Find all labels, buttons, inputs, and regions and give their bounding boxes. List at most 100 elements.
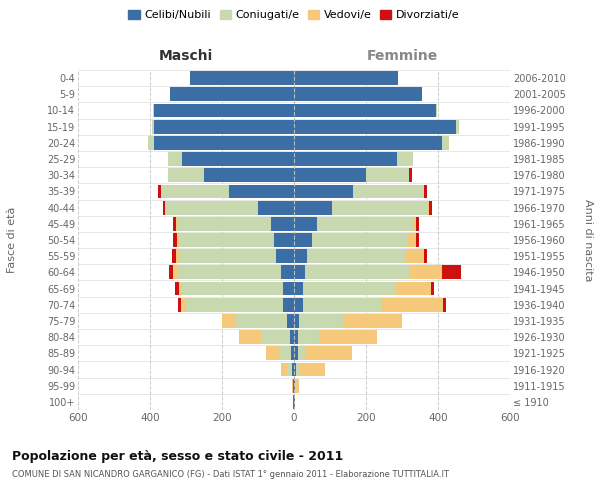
- Bar: [443, 298, 446, 312]
- Bar: [424, 250, 427, 263]
- Bar: [413, 217, 416, 230]
- Bar: [294, 250, 307, 263]
- Bar: [409, 168, 412, 182]
- Bar: [166, 200, 258, 214]
- Bar: [170, 88, 294, 101]
- Bar: [161, 184, 229, 198]
- Bar: [366, 168, 409, 182]
- Bar: [429, 200, 432, 214]
- Bar: [305, 266, 409, 280]
- Bar: [291, 346, 294, 360]
- Text: Maschi: Maschi: [159, 49, 213, 63]
- Bar: [274, 233, 294, 247]
- Bar: [158, 184, 161, 198]
- Bar: [353, 184, 424, 198]
- Text: Anni di nascita: Anni di nascita: [583, 198, 593, 281]
- Bar: [298, 330, 319, 344]
- Bar: [294, 104, 436, 118]
- Bar: [283, 298, 294, 312]
- Bar: [173, 233, 177, 247]
- Bar: [258, 200, 294, 214]
- Bar: [409, 266, 442, 280]
- Bar: [294, 168, 366, 182]
- Bar: [177, 233, 179, 247]
- Bar: [294, 88, 422, 101]
- Bar: [154, 104, 294, 118]
- Bar: [176, 217, 177, 230]
- Bar: [173, 266, 177, 280]
- Bar: [280, 346, 291, 360]
- Bar: [303, 298, 382, 312]
- Bar: [397, 152, 413, 166]
- Bar: [281, 266, 294, 280]
- Bar: [431, 282, 434, 296]
- Bar: [222, 314, 236, 328]
- Bar: [294, 314, 299, 328]
- Bar: [416, 233, 419, 247]
- Bar: [294, 184, 353, 198]
- Bar: [317, 217, 413, 230]
- Bar: [175, 282, 179, 296]
- Bar: [148, 136, 154, 149]
- Bar: [153, 104, 154, 118]
- Bar: [294, 395, 295, 409]
- Bar: [293, 379, 294, 392]
- Bar: [407, 233, 416, 247]
- Bar: [179, 282, 182, 296]
- Bar: [332, 200, 427, 214]
- Bar: [406, 250, 424, 263]
- Bar: [292, 362, 294, 376]
- Bar: [182, 282, 283, 296]
- Bar: [293, 395, 294, 409]
- Bar: [307, 250, 406, 263]
- Bar: [303, 282, 395, 296]
- Bar: [296, 379, 299, 392]
- Bar: [229, 184, 294, 198]
- Bar: [172, 250, 176, 263]
- Bar: [382, 298, 443, 312]
- Bar: [436, 104, 437, 118]
- Legend: Celibi/Nubili, Coniugati/e, Vedovi/e, Divorziati/e: Celibi/Nubili, Coniugati/e, Vedovi/e, Di…: [124, 6, 464, 25]
- Bar: [179, 250, 276, 263]
- Bar: [276, 250, 294, 263]
- Text: Popolazione per età, sesso e stato civile - 2011: Popolazione per età, sesso e stato civil…: [12, 450, 343, 463]
- Bar: [154, 136, 294, 149]
- Bar: [294, 136, 442, 149]
- Bar: [287, 362, 292, 376]
- Bar: [154, 120, 294, 134]
- Bar: [261, 330, 290, 344]
- Bar: [416, 217, 419, 230]
- Bar: [294, 362, 296, 376]
- Bar: [163, 200, 166, 214]
- Bar: [169, 266, 173, 280]
- Bar: [283, 282, 294, 296]
- Bar: [294, 200, 332, 214]
- Bar: [424, 184, 427, 198]
- Bar: [182, 152, 294, 166]
- Bar: [442, 266, 461, 280]
- Bar: [168, 168, 204, 182]
- Bar: [294, 282, 303, 296]
- Bar: [294, 217, 317, 230]
- Bar: [181, 298, 186, 312]
- Bar: [281, 362, 287, 376]
- Bar: [294, 71, 398, 85]
- Bar: [395, 282, 431, 296]
- Bar: [294, 152, 397, 166]
- Bar: [442, 136, 449, 149]
- Bar: [305, 346, 352, 360]
- Bar: [186, 298, 283, 312]
- Bar: [239, 330, 261, 344]
- Bar: [319, 330, 377, 344]
- Bar: [290, 330, 294, 344]
- Bar: [294, 330, 298, 344]
- Bar: [299, 314, 343, 328]
- Bar: [427, 200, 429, 214]
- Bar: [178, 298, 181, 312]
- Bar: [236, 314, 287, 328]
- Bar: [266, 346, 280, 360]
- Bar: [177, 266, 281, 280]
- Bar: [271, 217, 294, 230]
- Bar: [343, 314, 402, 328]
- Bar: [296, 362, 299, 376]
